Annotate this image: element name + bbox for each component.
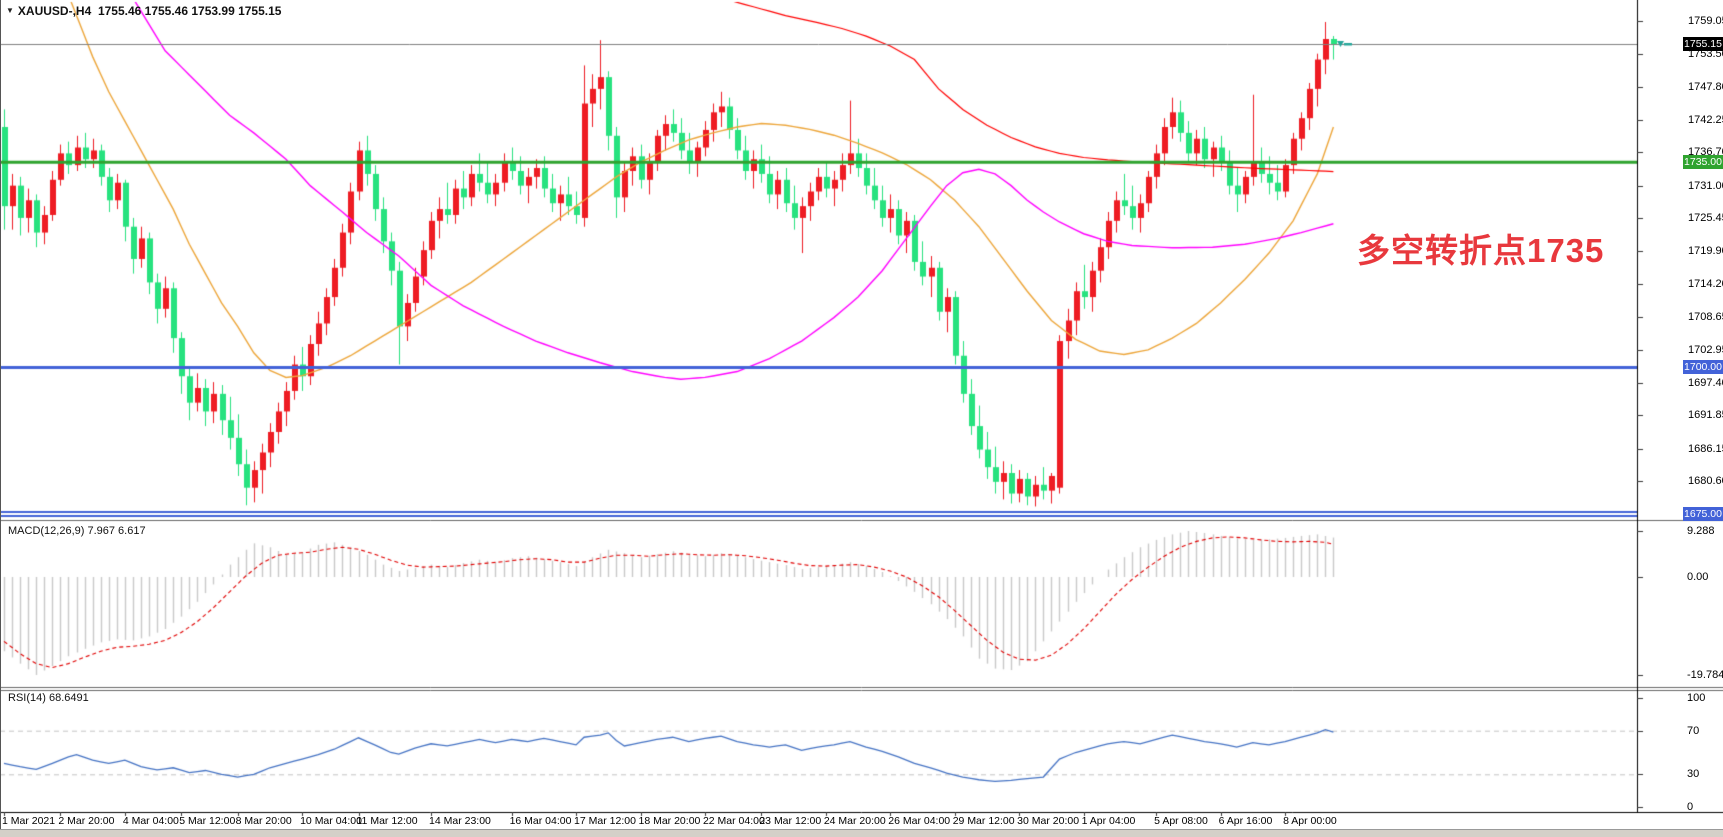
time-axis-label: 26 Mar 04:00	[888, 815, 951, 827]
support-level-badge: 1700.00	[1683, 360, 1723, 375]
rsi-indicator-label: RSI(14) 68.6491	[8, 692, 89, 704]
price-axis-tick: 1731.00	[1688, 179, 1723, 192]
lower-support-badge: 1675.00	[1683, 507, 1723, 522]
price-axis-tick: 1742.25	[1688, 113, 1723, 126]
price-axis-tick: 1686.15	[1688, 442, 1723, 455]
window-left-border	[0, 0, 1, 829]
symbol-period-label: XAUUSD-,H4	[17, 4, 92, 18]
annotation-text: 多空转折点1735	[1357, 232, 1605, 269]
time-axis-label: 6 Apr 16:00	[1218, 815, 1273, 827]
time-axis-label: 29 Mar 12:00	[952, 815, 1015, 827]
rsi-axis-tick: 30	[1687, 768, 1700, 781]
time-axis-label: 17 Mar 12:00	[574, 815, 636, 827]
price-axis-tick: 1759.05	[1688, 15, 1723, 28]
macd-axis-tick: -19.784	[1687, 668, 1723, 681]
time-axis-label: 30 Mar 20:00	[1017, 815, 1080, 827]
time-axis-label: 5 Apr 08:00	[1154, 815, 1208, 827]
time-axis-label: 10 Mar 04:00	[300, 815, 362, 827]
current-price-badge: 1755.15	[1683, 37, 1723, 51]
time-axis-label: 23 Mar 12:00	[759, 815, 822, 827]
price-axis-tick: 1680.60	[1688, 475, 1723, 488]
time-axis-label: 8 Apr 00:00	[1283, 815, 1337, 827]
time-axis-label: 8 Mar 20:00	[235, 815, 292, 827]
time-axis-label: 16 Mar 04:00	[509, 815, 572, 827]
rsi-axis-tick: 100	[1687, 692, 1706, 704]
bottom-scroll-strip[interactable]	[0, 829, 1723, 837]
price-axis-tick: 1708.65	[1688, 310, 1723, 323]
time-axis-label: 11 Mar 12:00	[356, 815, 418, 827]
price-axis-tick: 1747.80	[1688, 81, 1723, 94]
rsi-axis-tick: 70	[1687, 724, 1700, 737]
price-axis-tick: 1691.85	[1688, 409, 1723, 422]
price-axis-tick: 1719.90	[1688, 244, 1723, 257]
price-axis-tick: 1714.20	[1688, 278, 1723, 291]
time-axis-label: 14 Mar 23:00	[429, 815, 491, 827]
time-axis-label: 4 Mar 04:00	[122, 815, 179, 827]
time-axis-label: 24 Mar 20:00	[823, 815, 886, 827]
symbol-dropdown-icon[interactable]: ▼	[6, 6, 14, 15]
chart-title: ▼ XAUUSD-,H4 1755.46 1755.46 1753.99 1755…	[6, 4, 281, 18]
rsi-axis-tick: 0	[1687, 801, 1694, 813]
macd-indicator-label: MACD(12,26,9) 7.967 6.617	[8, 525, 146, 537]
pivot-level-badge: 1735.00	[1683, 155, 1723, 170]
time-axis-label: 1 Mar 2021	[2, 815, 56, 827]
quote-ohlc-label: 1755.46 1755.46 1753.99 1755.15	[97, 4, 282, 18]
time-axis-label: 5 Mar 12:00	[179, 815, 236, 827]
price-axis-tick: 1697.40	[1688, 376, 1723, 389]
time-axis-label: 1 Apr 04:00	[1081, 815, 1136, 827]
time-axis-label: 22 Mar 04:00	[702, 815, 765, 827]
time-axis-label: 18 Mar 20:00	[638, 815, 701, 827]
time-axis-label: 2 Mar 20:00	[58, 815, 115, 827]
macd-axis-tick: 0.00	[1687, 571, 1709, 583]
price-axis-tick: 1725.45	[1688, 212, 1723, 225]
price-axis-tick: 1702.95	[1688, 344, 1723, 357]
macd-axis-tick: 9.288	[1687, 525, 1715, 538]
